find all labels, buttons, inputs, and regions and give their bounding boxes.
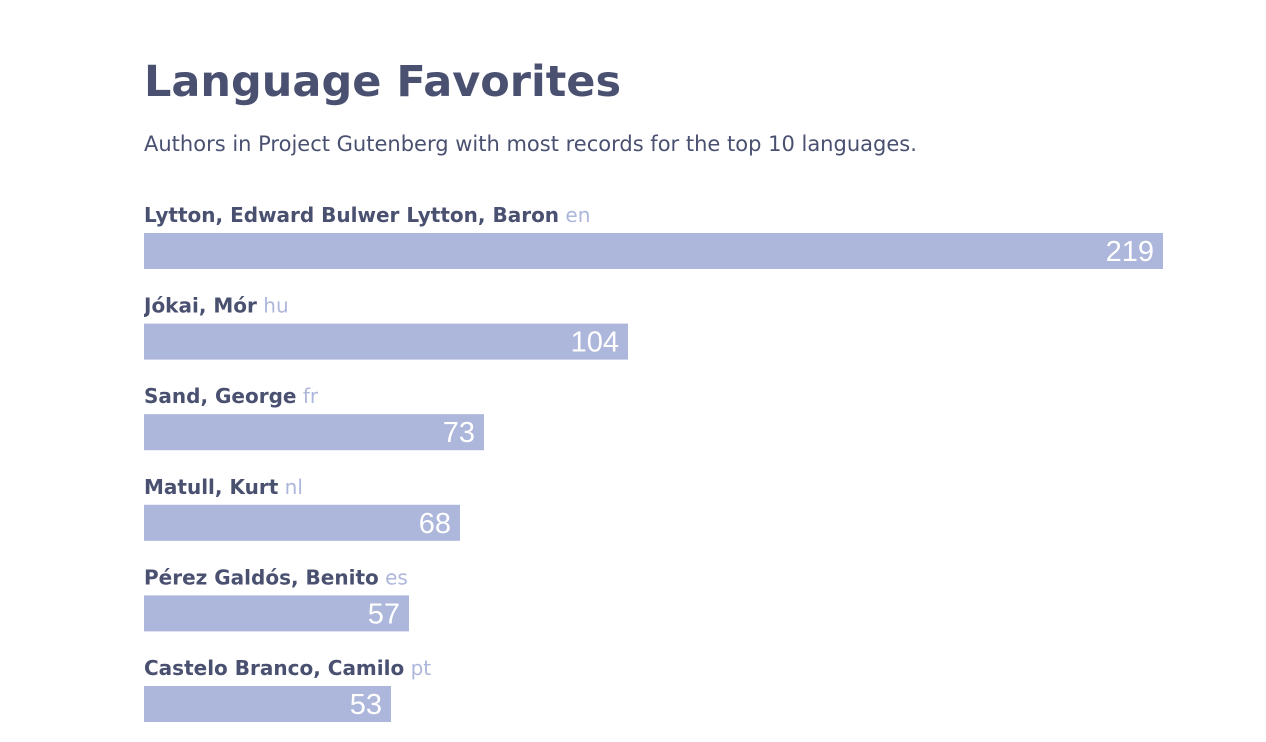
bar-value-label: 219 (1106, 236, 1154, 268)
author-label: Castelo Branco, Camilo pt (144, 656, 431, 680)
bar-chart: Lytton, Edward Bulwer Lytton, Baron en 21… (144, 203, 1163, 722)
bar-value-label: 68 (419, 508, 451, 540)
bar-value-label: 53 (350, 689, 382, 721)
bar-row: Pérez Galdós, Benito es 57 (144, 565, 409, 632)
chart-title: Language Favorites (144, 57, 622, 107)
language-code: hu (257, 294, 289, 318)
chart-subtitle: Authors in Project Gutenberg with most r… (144, 132, 917, 156)
bar (144, 414, 484, 451)
language-code: en (559, 203, 590, 227)
bar-value-label: 104 (571, 327, 619, 359)
bar-value-label: 73 (443, 417, 475, 449)
language-code: nl (278, 475, 303, 499)
bar-row: Sand, George fr 73 (144, 384, 484, 451)
author-label: Jókai, Mór hu (144, 294, 289, 318)
author-label: Lytton, Edward Bulwer Lytton, Baron en (144, 203, 590, 227)
bar (144, 504, 460, 541)
language-code: fr (296, 384, 318, 408)
bar-row: Jókai, Mór hu 104 (144, 294, 628, 360)
language-code: pt (404, 656, 431, 680)
author-label: Pérez Galdós, Benito es (144, 565, 408, 589)
bar (144, 595, 409, 632)
bar (144, 323, 628, 360)
bar (144, 233, 1163, 269)
language-code: es (379, 565, 408, 589)
bar-row: Matull, Kurt nl 68 (144, 475, 460, 541)
bar (144, 686, 391, 722)
author-label: Sand, George fr (144, 384, 319, 408)
bar-row: Lytton, Edward Bulwer Lytton, Baron en 21… (144, 203, 1163, 269)
author-label: Matull, Kurt nl (144, 475, 303, 499)
bar-row: Castelo Branco, Camilo pt 53 (144, 656, 431, 722)
bar-value-label: 57 (368, 598, 400, 630)
